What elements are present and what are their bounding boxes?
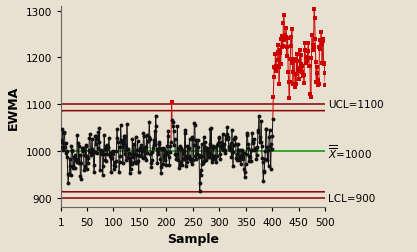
Y-axis label: EWMA: EWMA: [7, 85, 20, 129]
Text: UCL=1100: UCL=1100: [328, 100, 384, 110]
Text: $\overline{\overline{X}}$=1000: $\overline{\overline{X}}$=1000: [328, 143, 372, 160]
Text: LCL=900: LCL=900: [328, 193, 375, 203]
X-axis label: Sample: Sample: [167, 232, 219, 245]
